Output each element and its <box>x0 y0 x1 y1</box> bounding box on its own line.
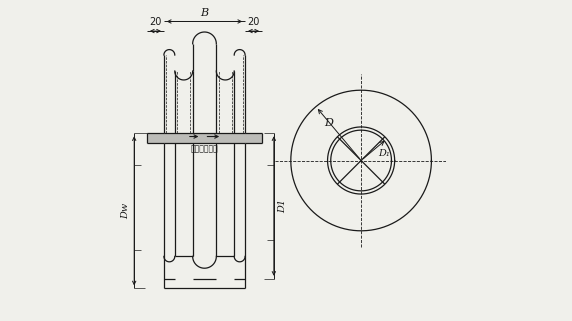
Text: 20: 20 <box>149 17 162 27</box>
Text: 流体流动方向: 流体流动方向 <box>190 144 219 153</box>
Text: D: D <box>324 118 333 128</box>
Text: D1: D1 <box>277 199 287 213</box>
Text: B: B <box>200 8 209 18</box>
Text: Dw: Dw <box>121 203 130 219</box>
Text: D₁: D₁ <box>378 149 390 158</box>
Text: 20: 20 <box>247 17 260 27</box>
